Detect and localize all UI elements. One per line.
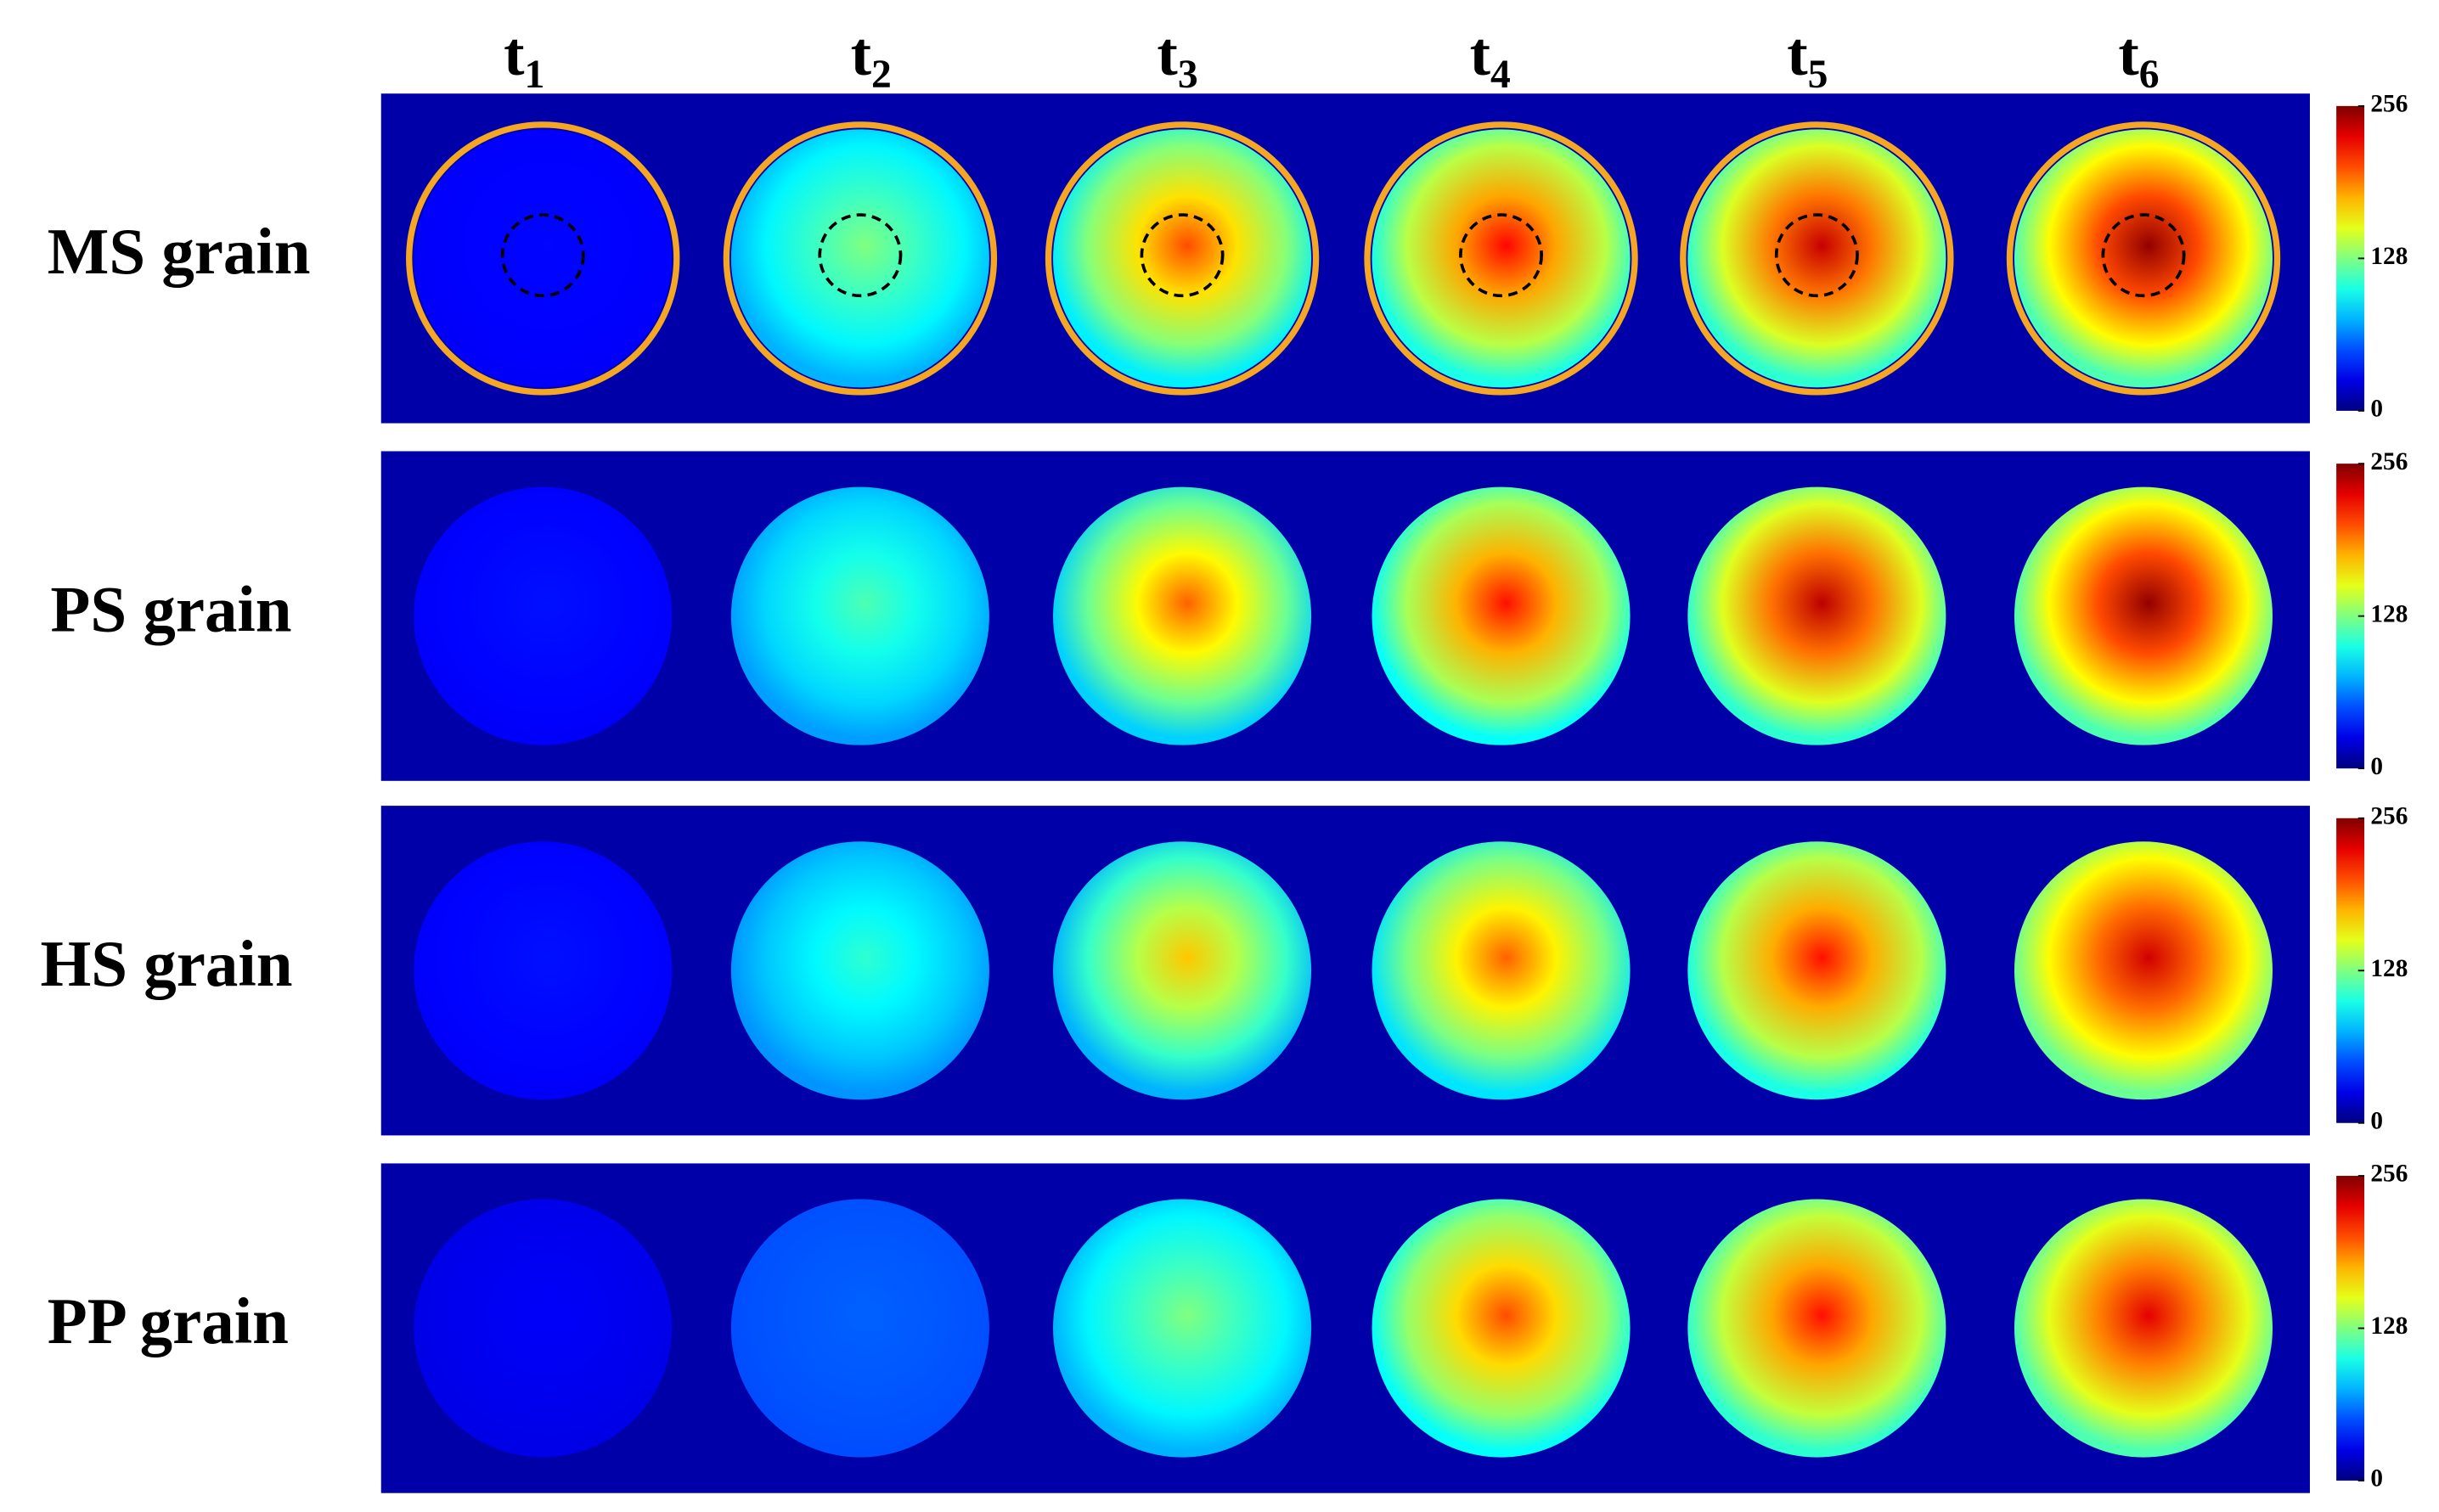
header-base: t	[1787, 20, 1808, 88]
colorbar-tick-label: 0	[2370, 1107, 2383, 1134]
heatmap-disc	[730, 1199, 989, 1458]
heatmap-disc	[1687, 486, 1946, 745]
center-region	[2101, 213, 2186, 298]
heatmap-disc	[1372, 129, 1631, 388]
colorbar-tick-label: 256	[2370, 91, 2408, 118]
heatmap-panel	[380, 806, 2310, 1136]
colorbar-tick-label: 0	[2370, 396, 2383, 423]
header-subscript: 3	[1178, 53, 1198, 97]
header-subscript: 6	[2139, 53, 2160, 97]
heatmap-disc	[2014, 129, 2273, 388]
header-subscript: 2	[871, 53, 892, 97]
heatmap-disc	[414, 1199, 673, 1458]
row-label: PS grain	[50, 572, 291, 645]
center-region	[818, 213, 903, 298]
center-region	[1459, 213, 1543, 298]
heatmap-disc	[414, 841, 673, 1100]
header-subscript: 5	[1808, 53, 1828, 97]
center-region	[1140, 213, 1225, 298]
colorbar-tick-label: 128	[2370, 1312, 2408, 1340]
heatmap-disc	[1053, 841, 1312, 1100]
heatmap-disc	[2014, 486, 2273, 745]
heatmap-disc	[730, 486, 989, 745]
header-base: t	[1157, 20, 1178, 88]
center-region	[500, 213, 585, 298]
heatmap-disc	[414, 486, 673, 745]
heatmap-disc	[1053, 486, 1312, 745]
column-header: t6	[2118, 20, 2159, 97]
column-header: t5	[1787, 20, 1828, 97]
row-label: MS grain	[48, 215, 311, 288]
boundary-ring	[2006, 121, 2281, 396]
heatmap-disc	[1372, 841, 1631, 1100]
colorbar-tick-label: 128	[2370, 600, 2408, 627]
header-base: t	[504, 20, 525, 88]
heatmap-disc	[1687, 1199, 1946, 1458]
boundary-ring	[1045, 121, 1320, 396]
column-header: t4	[1470, 20, 1511, 97]
header-subscript: 4	[1490, 53, 1511, 97]
heatmap-disc	[1372, 486, 1631, 745]
boundary-ring	[406, 121, 680, 396]
colorbar-tick-label: 0	[2370, 753, 2383, 780]
heatmap-disc	[1053, 129, 1312, 388]
heatmap-disc	[1687, 129, 1946, 388]
colorbar-tick-label: 0	[2370, 1465, 2383, 1492]
heatmap-disc	[2014, 1199, 2273, 1458]
row-label: PP grain	[48, 1284, 289, 1357]
heatmap-disc	[1687, 841, 1946, 1100]
column-header: t2	[851, 20, 892, 97]
colorbar-tick-label: 256	[2370, 448, 2408, 475]
row-label: HS grain	[40, 927, 292, 1000]
header-base: t	[1470, 20, 1491, 88]
header-base: t	[2118, 20, 2139, 88]
heatmap-panel	[380, 451, 2310, 781]
column-header: t3	[1157, 20, 1197, 97]
heatmap-panel	[380, 93, 2310, 424]
heatmap-disc	[730, 129, 989, 388]
colorbar-tick-label: 256	[2370, 802, 2408, 829]
heatmap-disc	[1372, 1199, 1631, 1458]
colorbar-tick-label: 128	[2370, 955, 2408, 982]
header-base: t	[851, 20, 872, 88]
center-region	[1774, 213, 1859, 298]
heatmap-panel	[380, 1163, 2310, 1493]
heatmap-disc	[414, 129, 673, 388]
colorbar-tick-label: 128	[2370, 243, 2408, 270]
boundary-ring	[1364, 121, 1638, 396]
heatmap-disc	[730, 841, 989, 1100]
colorbar-tick-label: 256	[2370, 1161, 2408, 1188]
boundary-ring	[723, 121, 998, 396]
heatmap-disc	[2014, 841, 2273, 1100]
heatmap-disc	[1053, 1199, 1312, 1458]
boundary-ring	[1680, 121, 1954, 396]
column-header: t1	[504, 20, 544, 97]
header-subscript: 1	[525, 53, 545, 97]
